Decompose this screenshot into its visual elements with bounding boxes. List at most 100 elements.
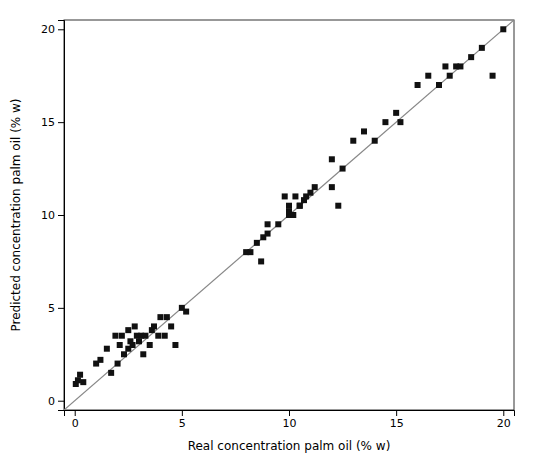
point — [108, 370, 114, 376]
point — [132, 323, 138, 329]
point — [425, 73, 431, 79]
point — [80, 379, 86, 385]
point — [247, 249, 253, 255]
point — [151, 323, 157, 329]
point — [297, 203, 303, 209]
point — [361, 128, 367, 134]
reference-line — [64, 20, 514, 410]
point — [265, 231, 271, 237]
tick-label: 5 — [179, 417, 186, 430]
tick-label: 20 — [41, 23, 55, 36]
point — [168, 323, 174, 329]
point — [119, 333, 125, 339]
point — [382, 119, 388, 125]
tick-label: 5 — [48, 302, 55, 315]
tick-mark — [58, 122, 64, 123]
points — [73, 26, 507, 387]
point — [75, 377, 81, 383]
point — [340, 166, 346, 172]
point — [142, 333, 148, 339]
point — [436, 82, 442, 88]
point — [479, 45, 485, 51]
point — [157, 314, 163, 320]
tick-mark — [58, 401, 64, 402]
plot: 0 5 10 15 20 0 5 10 15 20 Real concentration palm … — [9, 20, 515, 453]
tick: 10 — [41, 209, 64, 222]
tick-mark — [58, 215, 64, 216]
point — [297, 203, 303, 209]
point — [155, 333, 161, 339]
point — [397, 119, 403, 125]
tick-label: 10 — [41, 209, 55, 222]
point — [457, 63, 463, 69]
y-axis-title: Predicted concentration palm oil (% w) — [9, 98, 23, 331]
point — [104, 346, 110, 352]
tick-label: 10 — [283, 417, 297, 430]
point — [335, 203, 341, 209]
tick-mark — [182, 410, 183, 416]
point — [136, 338, 142, 344]
point — [125, 327, 131, 333]
point — [265, 221, 271, 227]
point — [312, 184, 318, 190]
point — [393, 110, 399, 116]
tick-label: 15 — [41, 116, 55, 129]
tick: 10 — [283, 410, 297, 430]
point — [112, 333, 118, 339]
point — [162, 333, 168, 339]
tick-mark — [503, 410, 504, 416]
point — [140, 351, 146, 357]
tick-mark — [58, 308, 64, 309]
x-axis-title: Real concentration palm oil (% w) — [188, 439, 391, 453]
tick-label: 0 — [48, 395, 55, 408]
tick: 15 — [390, 410, 404, 430]
point — [164, 314, 170, 320]
point — [290, 212, 296, 218]
point — [275, 221, 281, 227]
point — [147, 342, 153, 348]
point — [183, 309, 189, 315]
point — [490, 73, 496, 79]
axis-line — [58, 21, 65, 411]
tick-label: 0 — [72, 417, 79, 430]
point — [97, 357, 103, 363]
point — [307, 190, 313, 196]
point — [329, 156, 335, 162]
point — [350, 138, 356, 144]
point — [121, 351, 127, 357]
point — [172, 342, 178, 348]
x-axis: 0 5 10 15 20 — [65, 410, 515, 430]
point — [258, 258, 264, 264]
point — [372, 138, 378, 144]
point — [442, 63, 448, 69]
tick-mark — [396, 410, 397, 416]
point — [468, 54, 474, 60]
point — [415, 82, 421, 88]
tick-mark — [58, 29, 64, 30]
y-axis: 0 5 10 15 20 — [41, 21, 65, 411]
point — [286, 203, 292, 209]
point — [447, 73, 453, 79]
point — [254, 240, 260, 246]
tick: 0 — [48, 395, 64, 408]
tick: 5 — [179, 410, 186, 430]
tick: 20 — [497, 410, 511, 430]
point — [282, 193, 288, 199]
plot-frame — [64, 20, 514, 410]
point — [500, 26, 506, 32]
tick-mark — [75, 410, 76, 416]
tick-label: 15 — [390, 417, 404, 430]
axis-line — [65, 411, 515, 417]
tick-mark — [289, 410, 290, 416]
tick-label: 20 — [497, 417, 511, 430]
point — [115, 361, 121, 367]
tick: 5 — [48, 302, 64, 315]
tick: 15 — [41, 116, 64, 129]
chart: 0 5 10 15 20 0 5 10 15 20 Real concentration palm … — [0, 0, 536, 462]
point — [130, 342, 136, 348]
data-area — [64, 20, 514, 410]
point — [329, 184, 335, 190]
point — [292, 193, 298, 199]
tick: 20 — [41, 23, 64, 36]
point — [117, 342, 123, 348]
